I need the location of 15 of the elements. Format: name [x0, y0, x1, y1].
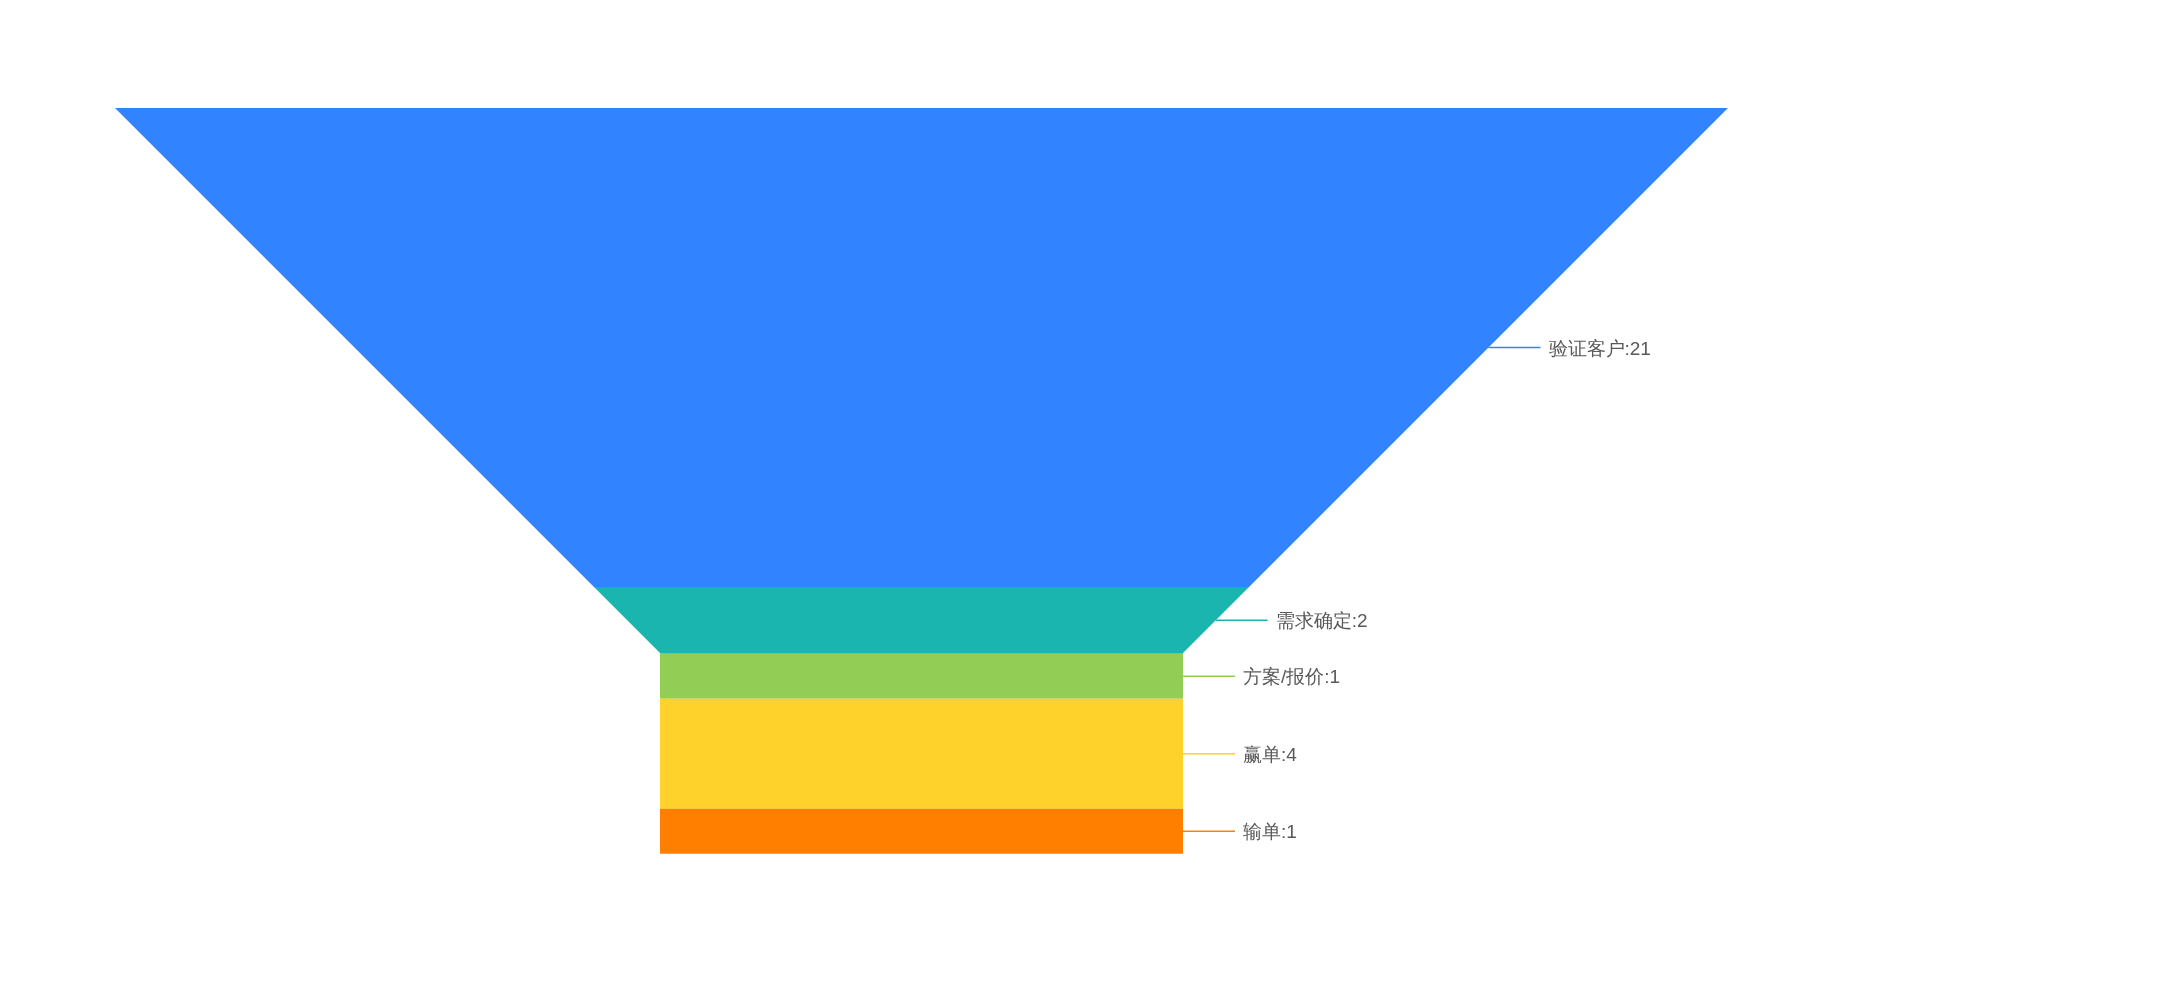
输单: 输单:1	[660, 808, 1297, 854]
data-label: :2	[1351, 609, 1368, 631]
data-label: :21	[1624, 337, 1651, 358]
需求确定: 需求确定:2	[594, 587, 1368, 654]
data-label: :4	[1281, 743, 1298, 765]
data-label: :1	[1324, 665, 1341, 687]
category-label: 输单	[1243, 820, 1281, 842]
方案/报价: 方案/报价:1	[660, 653, 1341, 699]
category-label: 方案/报价	[1243, 665, 1325, 687]
data-label: :1	[1281, 820, 1297, 842]
category-label: 需求确定	[1275, 609, 1352, 631]
category-label: 赢单	[1243, 743, 1281, 765]
赢单: 赢单:4	[660, 698, 1297, 809]
验证客户: 验证客户:21	[115, 108, 1728, 587]
category-label: 验证客户	[1548, 337, 1625, 358]
